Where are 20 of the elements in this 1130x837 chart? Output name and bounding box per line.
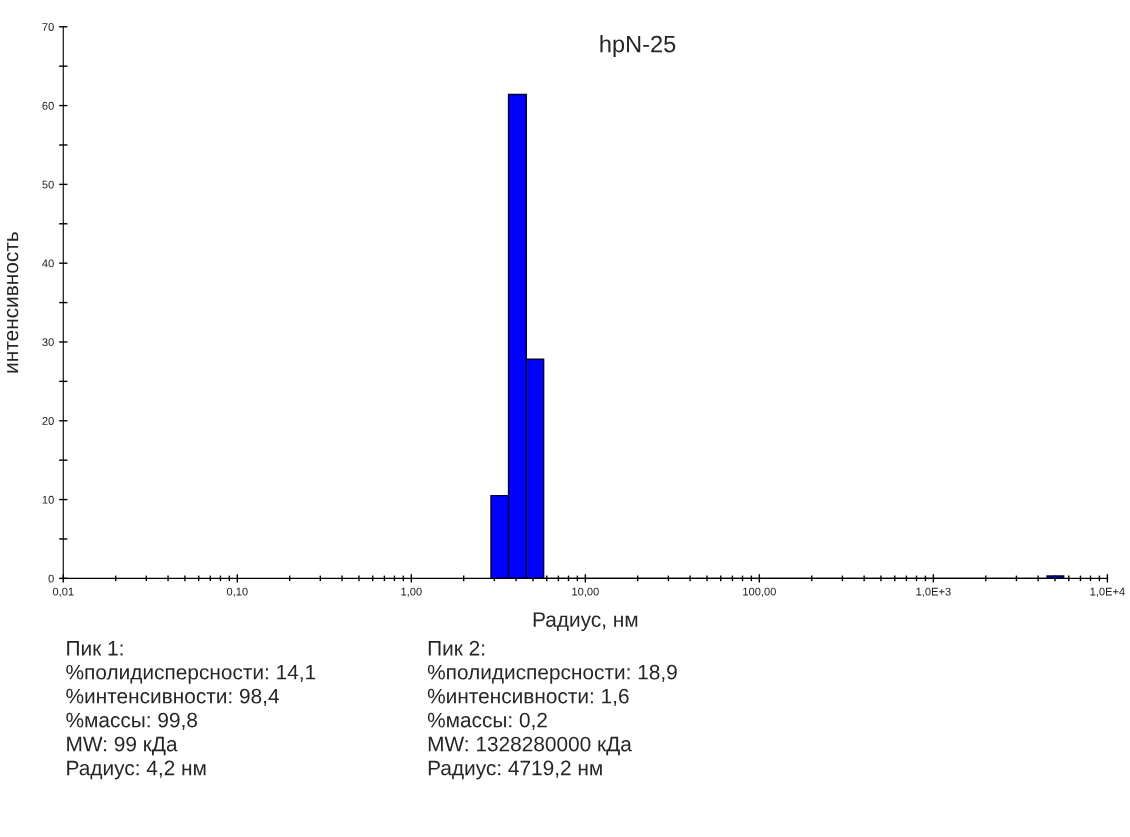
x-tick-label: 10,00 xyxy=(572,587,599,597)
x-tick-label: 1,0E+3 xyxy=(916,587,951,597)
x-tick-label: 100,00 xyxy=(743,587,776,597)
text: Пик 2: %полидисперсности: 18,9 %интенсивности: 1,6 %массы: 0,2 MW: 1328280000 кДа Радиус: 4719,2 нм xyxy=(427,640,677,780)
y-tick-label: 40 xyxy=(42,259,54,268)
x-tick-label: 1,0E+4 xyxy=(1090,587,1125,597)
y-tick-label: 10 xyxy=(42,495,54,504)
x-tick-label: 1,00 xyxy=(401,587,422,597)
y-tick-label: 70 xyxy=(42,23,54,31)
y-tick-label: 0 xyxy=(48,574,54,583)
x-tick-label: 0,01 xyxy=(52,587,74,597)
x-axis-title: Радиус, нм xyxy=(533,612,638,632)
chart-title: hpN-25 xyxy=(600,35,676,58)
y-axis-title: интенсивность xyxy=(6,232,19,373)
x-tick-label: 0,10 xyxy=(226,587,248,597)
y-tick-label: 30 xyxy=(42,338,54,347)
text: Пик 1: %полидисперсности: 14,1 %интенсивности: 98,4 %массы: 99,8 MW: 99 кДа Радиус: 4,2 нм xyxy=(66,641,316,780)
y-tick-label: 50 xyxy=(42,180,54,189)
y-tick-label: 20 xyxy=(42,417,54,425)
y-tick-label: 60 xyxy=(42,101,54,110)
